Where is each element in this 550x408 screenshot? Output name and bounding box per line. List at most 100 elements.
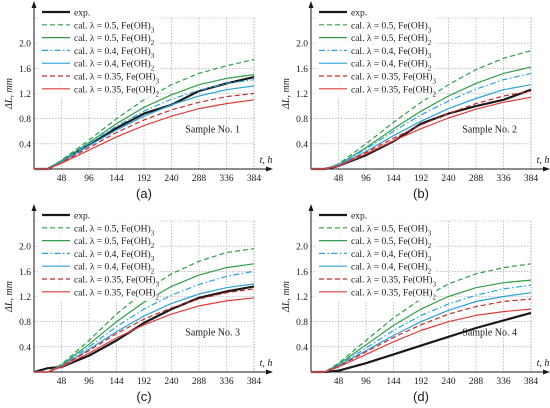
- y-tick-label: 1.6: [296, 268, 308, 278]
- x-axis-title: t, h: [537, 358, 550, 369]
- x-tick-label: 288: [192, 377, 207, 387]
- y-tick-label: 0.4: [296, 140, 308, 150]
- x-tick-label: 48: [57, 377, 67, 387]
- series-line: [34, 288, 255, 373]
- y-tick-label: 1.6: [19, 268, 31, 278]
- y-tick-label: 1.2: [19, 293, 31, 303]
- series-line: [34, 92, 255, 170]
- legend-entry: cal. λ = 0.35, Fe(OH)3: [351, 275, 436, 289]
- y-tick-label: 1.2: [296, 90, 308, 100]
- sample-annotation: Sample No. 3: [185, 328, 240, 339]
- sample-annotation: Sample No. 2: [462, 125, 517, 136]
- x-tick-label: 240: [441, 377, 456, 387]
- y-tick-label: 2.0: [19, 243, 31, 253]
- x-tick-label: 144: [386, 174, 401, 184]
- legend-entry: cal. λ = 0.4, Fe(OH)3: [74, 46, 155, 60]
- x-tick-label: 288: [192, 174, 207, 184]
- series-line: [311, 311, 532, 374]
- legend-entry: cal. λ = 0.5, Fe(OH)3: [351, 20, 432, 34]
- x-tick-label: 384: [247, 174, 262, 184]
- x-tick-label: 192: [414, 377, 429, 387]
- x-tick-label: 144: [109, 377, 124, 387]
- series-line: [311, 72, 532, 170]
- y-tick-label: 1.2: [19, 90, 31, 100]
- series-line: [311, 308, 532, 373]
- x-axis-arrow-icon: [543, 166, 550, 172]
- y-axis-title: ΔL, mm: [281, 281, 292, 313]
- x-axis-arrow-icon: [543, 369, 550, 375]
- x-tick-label: 96: [84, 174, 94, 184]
- legend-entry: exp.: [74, 212, 90, 222]
- x-tick-label: 192: [137, 377, 152, 387]
- series-line: [311, 96, 532, 170]
- x-tick-label: 288: [469, 174, 484, 184]
- x-tick-label: 384: [524, 174, 539, 184]
- x-tick-label: 192: [137, 174, 152, 184]
- x-tick-label: 336: [219, 174, 234, 184]
- x-tick-label: 240: [441, 174, 456, 184]
- sample-annotation: Sample No. 1: [185, 125, 240, 136]
- legend-entry: exp.: [74, 9, 90, 19]
- y-axis-arrow-icon: [308, 204, 314, 211]
- legend-entry: cal. λ = 0.5, Fe(OH)2: [351, 236, 432, 250]
- y-axis-arrow-icon: [31, 204, 37, 211]
- x-tick-label: 288: [469, 377, 484, 387]
- legend-entry: exp.: [351, 9, 367, 19]
- x-tick-label: 96: [361, 377, 371, 387]
- legend-entry: cal. λ = 0.5, Fe(OH)3: [351, 223, 432, 237]
- legend-background: [315, 209, 435, 301]
- legend-entry: cal. λ = 0.35, Fe(OH)2: [351, 287, 436, 301]
- x-tick-label: 336: [219, 377, 234, 387]
- y-tick-label: 0.8: [296, 115, 308, 125]
- x-axis-title: t, h: [260, 155, 273, 166]
- y-axis-title: ΔL, mm: [4, 78, 15, 110]
- y-axis-title: ΔL, mm: [281, 78, 292, 110]
- legend-entry: cal. λ = 0.4, Fe(OH)2: [351, 59, 432, 73]
- panel-label: (d): [413, 389, 429, 404]
- series-line: [34, 58, 255, 170]
- y-axis-arrow-icon: [31, 1, 37, 8]
- series-line: [34, 297, 255, 373]
- x-tick-label: 144: [386, 377, 401, 387]
- x-axis-title: t, h: [537, 155, 550, 166]
- x-tick-label: 240: [164, 377, 179, 387]
- series-line: [34, 99, 255, 170]
- legend-entry: cal. λ = 0.5, Fe(OH)3: [74, 20, 155, 34]
- chart-panel-a: 48 96 144 192 240 288 336 384 0.4 0.8 1.2 1.6 2.0 t, …: [4, 1, 273, 201]
- legend-entry: cal. λ = 0.4, Fe(OH)3: [351, 249, 432, 263]
- x-tick-label: 48: [57, 174, 67, 184]
- x-tick-label: 48: [334, 377, 344, 387]
- chart-panel-d: 48 96 144 192 240 288 336 384 0.4 0.8 1.2 1.6 2.0 t, …: [281, 204, 550, 404]
- y-tick-label: 1.2: [296, 293, 308, 303]
- chart-panel-b: 48 96 144 192 240 288 336 384 0.4 0.8 1.2 1.6 2.0 t, …: [281, 1, 550, 201]
- panel-label: (b): [413, 186, 429, 201]
- legend-entry: cal. λ = 0.4, Fe(OH)3: [74, 249, 155, 263]
- y-tick-label: 2.0: [296, 40, 308, 50]
- sample-annotation: Sample No. 4: [462, 328, 517, 339]
- series-line: [311, 298, 532, 373]
- legend-entry: cal. λ = 0.4, Fe(OH)3: [351, 46, 432, 60]
- legend-background: [315, 6, 435, 98]
- panel-label: (c): [136, 389, 151, 404]
- y-axis-arrow-icon: [308, 1, 314, 8]
- x-axis-arrow-icon: [266, 369, 273, 375]
- legend-background: [38, 209, 158, 301]
- legend-background: [38, 6, 158, 98]
- x-tick-label: 336: [496, 377, 511, 387]
- legend-entry: cal. λ = 0.5, Fe(OH)2: [351, 33, 432, 47]
- x-tick-label: 96: [361, 174, 371, 184]
- x-tick-label: 240: [164, 174, 179, 184]
- y-tick-label: 0.8: [296, 318, 308, 328]
- series-line: [311, 263, 532, 373]
- legend-entry: cal. λ = 0.35, Fe(OH)3: [74, 72, 159, 86]
- legend-entry: cal. λ = 0.4, Fe(OH)2: [74, 59, 155, 73]
- x-tick-label: 384: [247, 377, 262, 387]
- series-line: [34, 248, 255, 373]
- legend-entry: cal. λ = 0.4, Fe(OH)2: [74, 262, 155, 276]
- x-tick-label: 96: [84, 377, 94, 387]
- y-tick-label: 2.0: [19, 40, 31, 50]
